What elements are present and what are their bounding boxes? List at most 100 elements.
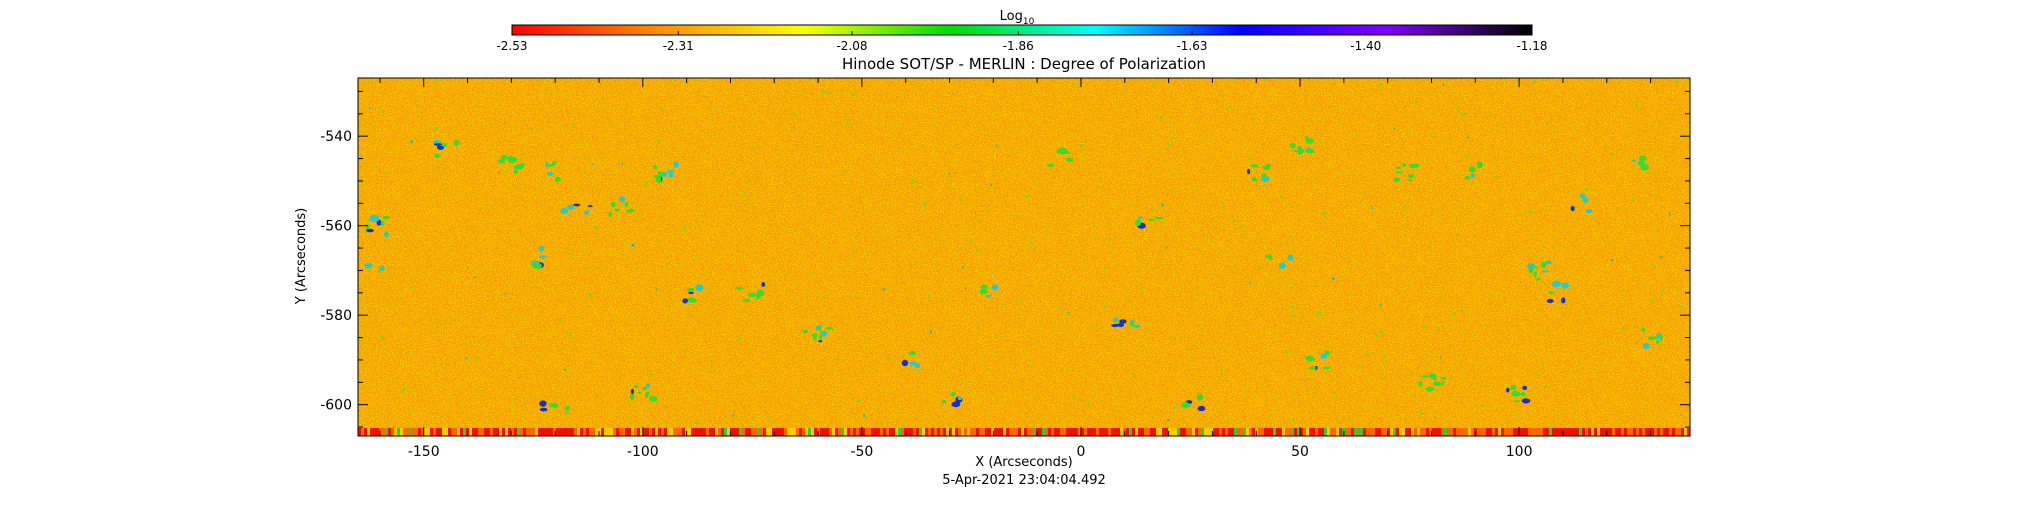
- polarization-speck: [1585, 188, 1589, 191]
- polarization-speck: [1332, 277, 1336, 280]
- bottom-strip-cell: [1231, 428, 1234, 436]
- polarization-speck: [592, 163, 594, 165]
- polarization-feature: [1520, 391, 1526, 397]
- x-tick-label: 50: [1291, 444, 1309, 460]
- bottom-strip-cell: [1273, 428, 1276, 436]
- polarization-feature: [1065, 157, 1074, 162]
- polarization-speck: [846, 121, 849, 124]
- bottom-strip-cell: [1537, 428, 1540, 436]
- polarization-speck: [517, 376, 520, 379]
- polarization-speck: [1104, 306, 1106, 309]
- polarization-speck: [1456, 233, 1459, 236]
- bottom-strip-cell: [388, 428, 391, 436]
- bottom-strip-cell: [1270, 428, 1273, 436]
- bottom-strip-cell: [724, 428, 727, 436]
- polarization-speck: [1309, 386, 1312, 389]
- polarization-feature: [1289, 142, 1296, 149]
- colorbar-ticks: -2.53 -2.31 -2.08 -1.86 -1.63 -1.40 -1.18: [496, 31, 1548, 53]
- y-axis-label: Y (Arcseconds): [294, 208, 309, 305]
- polarization-speck: [887, 357, 891, 360]
- bottom-strip-cell: [565, 428, 568, 436]
- bottom-strip-cell: [1543, 428, 1546, 436]
- polarization-speck: [475, 356, 478, 360]
- bottom-strip-cell: [1333, 428, 1336, 436]
- polarization-feature: [1533, 271, 1538, 277]
- polarization-feature: [1428, 373, 1437, 379]
- bottom-strip-cell: [955, 428, 958, 436]
- bottom-strip-cell: [385, 428, 388, 436]
- bottom-strip-cell: [1084, 428, 1087, 436]
- polarization-speck: [1660, 291, 1664, 294]
- x-tick-label: -100: [627, 444, 659, 460]
- bottom-strip-cell: [382, 428, 385, 436]
- polarization-speck: [1380, 303, 1382, 307]
- bottom-strip-cell: [1603, 428, 1606, 436]
- bottom-strip-cell: [1021, 428, 1024, 436]
- bottom-strip-cell: [997, 428, 1000, 436]
- polarization-speck: [794, 113, 796, 116]
- bottom-strip-cell: [1390, 428, 1393, 436]
- polarization-speck: [416, 98, 418, 102]
- bottom-strip-cell: [1354, 428, 1357, 436]
- polarization-feature: [1511, 390, 1521, 397]
- bottom-strip-cell: [1168, 428, 1171, 436]
- bottom-strip-cell: [1162, 428, 1165, 436]
- bottom-strip-cell: [703, 428, 706, 436]
- polarization-feature: [442, 143, 448, 148]
- bottom-strip-cell: [1453, 428, 1456, 436]
- bottom-strip-cell: [1483, 428, 1486, 436]
- polarization-feature: [1440, 376, 1448, 380]
- polarization-feature: [630, 388, 635, 395]
- bottom-strip-cell: [784, 428, 787, 436]
- polarization-speck: [1233, 219, 1236, 223]
- bottom-strip-cell: [1369, 428, 1372, 436]
- bottom-strip-cell: [478, 428, 481, 436]
- polarization-feature: [618, 196, 626, 203]
- bottom-strip-cell: [880, 428, 883, 436]
- bottom-strip-cell: [574, 428, 577, 436]
- polarization-feature: [979, 289, 988, 295]
- bottom-strip-cell: [1396, 428, 1399, 436]
- polarization-feature: [819, 333, 823, 341]
- bottom-strip-cell: [1684, 428, 1687, 436]
- polarization-speck: [559, 318, 562, 322]
- polarization-speck: [1461, 310, 1465, 312]
- bottom-strip-cell: [970, 428, 973, 436]
- polarization-speck: [1173, 137, 1176, 139]
- bottom-strip-cell: [1375, 428, 1378, 436]
- polarization-speck: [594, 225, 598, 229]
- bottom-strip-cell: [514, 428, 517, 436]
- polarization-speck: [657, 140, 661, 142]
- polarization-speck: [1485, 404, 1488, 406]
- bottom-strip-cell: [835, 428, 838, 436]
- x-tick-label: -150: [408, 444, 440, 460]
- polarization-speck: [1358, 365, 1362, 368]
- bottom-strip-cell: [1264, 428, 1267, 436]
- polarization-speck: [1457, 110, 1461, 113]
- bottom-strip-cell: [1444, 428, 1447, 436]
- polarization-speck: [1206, 237, 1209, 240]
- bottom-strip-cell: [1099, 428, 1102, 436]
- bottom-strip-cell: [1420, 428, 1423, 436]
- polarization-feature: [1470, 173, 1475, 179]
- bottom-strip-cell: [1228, 428, 1231, 436]
- polarization-feature: [1432, 381, 1441, 386]
- polarization-feature: [820, 330, 828, 337]
- bottom-strip-cell: [877, 428, 880, 436]
- bottom-strip-cell: [601, 428, 604, 436]
- polarization-speck: [1533, 80, 1537, 84]
- bottom-strip-cell: [376, 428, 379, 436]
- polarization-speck: [573, 124, 576, 128]
- polarization-speck: [1286, 350, 1289, 353]
- bottom-strip-cell: [1183, 428, 1186, 436]
- polarization-speck: [948, 172, 950, 176]
- bottom-strip-cell: [406, 428, 409, 436]
- bottom-strip-cell: [505, 428, 508, 436]
- polarization-speck: [1653, 265, 1656, 268]
- polarization-feature: [378, 265, 385, 271]
- bottom-strip-cell: [676, 428, 679, 436]
- polarization-feature: [1420, 375, 1429, 378]
- polarization-feature: [1408, 173, 1414, 179]
- polarization-speck: [519, 341, 522, 344]
- bottom-strip-cell: [1267, 428, 1270, 436]
